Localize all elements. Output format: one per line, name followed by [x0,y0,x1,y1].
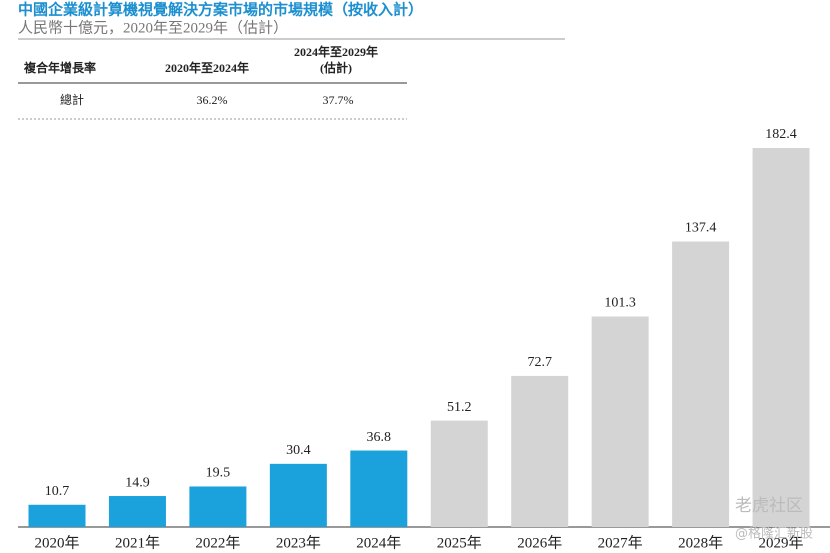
x-tick-label: 2024年 [356,534,401,551]
x-tick-label: 2029年 [759,534,804,551]
table-header: 複合年增長率 [23,60,96,75]
bar [591,316,649,527]
value-label: 36.8 [367,430,392,445]
table-header: 2024年至2029年 [294,44,378,59]
x-tick-label: 2028年 [678,534,723,551]
bar [269,463,327,527]
value-label: 10.7 [45,484,70,499]
table-header: 2020年至2024年 [165,60,249,75]
table-cell: 36.2% [197,93,228,107]
x-tick-label: 2027年 [598,534,643,551]
bar [430,420,488,527]
x-tick-label: 2022年 [195,534,240,551]
chart-subtitle: 人民幣十億元，2020年至2029年（估計） [18,19,288,36]
bar [511,375,569,527]
value-label: 19.5 [206,466,231,481]
bar [752,148,810,527]
value-label: 182.4 [765,127,797,142]
bar [189,486,247,527]
value-label: 51.2 [447,400,472,415]
table-cell: 37.7% [323,93,354,107]
value-label: 72.7 [527,355,552,370]
x-tick-label: 2025年 [437,534,482,551]
bar [108,496,166,527]
value-label: 101.3 [604,296,636,311]
value-label: 14.9 [125,475,150,490]
x-tick-label: 2021年 [115,534,160,551]
watermark: 老虎社区 [735,496,803,516]
bar [28,504,86,527]
bar [350,450,408,527]
watermark: @格隆汇新股 [735,526,813,542]
value-label: 30.4 [286,443,311,458]
x-tick-label: 2020年 [34,534,79,551]
table-header: (估計) [320,60,352,75]
x-tick-label: 2026年 [517,534,562,551]
table-cell: 總計 [60,92,84,107]
chart-title: 中國企業級計算機視覺解決方案市場的市場規模（按收入計） [18,0,423,18]
value-label: 137.4 [685,221,717,236]
bar [672,241,730,527]
x-tick-label: 2023年 [276,534,321,551]
